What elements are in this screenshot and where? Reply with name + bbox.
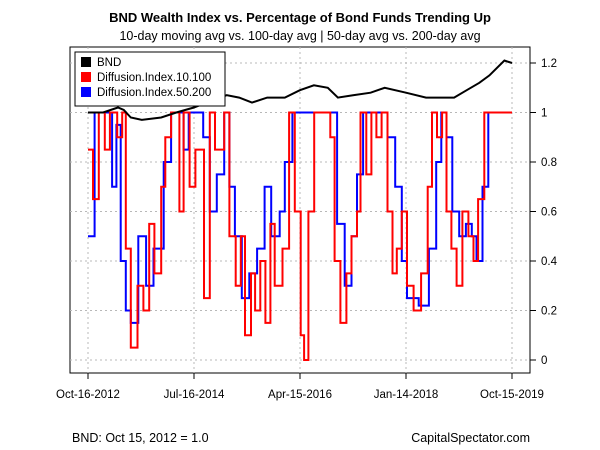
y-tick-label: 0.4	[541, 256, 558, 268]
footer-source: CapitalSpectator.com	[411, 431, 530, 445]
y-axis: 0 0.2 0.4 0.6 0.8 1 1.2	[530, 58, 558, 367]
series-line-diffusion-index-10-100	[88, 111, 512, 361]
series-layer	[88, 59, 513, 361]
x-tick-label: Jan-14-2018	[374, 389, 439, 401]
y-tick-label: 1	[541, 108, 547, 120]
legend-swatch	[81, 87, 91, 97]
y-tick-label: 1.2	[541, 58, 557, 70]
y-tick-label: 0	[541, 355, 547, 367]
legend-label: BND	[97, 57, 121, 69]
chart-title: BND Wealth Index vs. Percentage of Bond …	[109, 10, 491, 25]
y-tick-label: 0.2	[541, 306, 557, 318]
legend-label: Diffusion.Index.50.200	[97, 87, 211, 99]
legend: BND Diffusion.Index.10.100 Diffusion.Index…	[74, 51, 226, 107]
legend-box	[74, 51, 226, 107]
chart-subtitle: 10-day moving avg vs. 100-day avg | 50-d…	[119, 29, 481, 43]
x-axis: Oct-16-2012 Jul-16-2014 Apr-15-2016 Jan-14-…	[56, 373, 544, 401]
legend-swatch	[81, 57, 91, 67]
x-tick-label: Oct-16-2012	[56, 389, 120, 401]
y-tick-label: 0.8	[541, 157, 557, 169]
legend-swatch	[81, 72, 91, 82]
x-tick-label: Oct-15-2019	[480, 389, 544, 401]
series-line-bnd	[88, 59, 513, 121]
footer-note: BND: Oct 15, 2012 = 1.0	[72, 431, 209, 445]
y-tick-label: 0.6	[541, 207, 557, 219]
x-tick-label: Apr-15-2016	[268, 389, 332, 401]
x-tick-label: Jul-16-2014	[164, 389, 225, 401]
legend-label: Diffusion.Index.10.100	[97, 72, 211, 84]
